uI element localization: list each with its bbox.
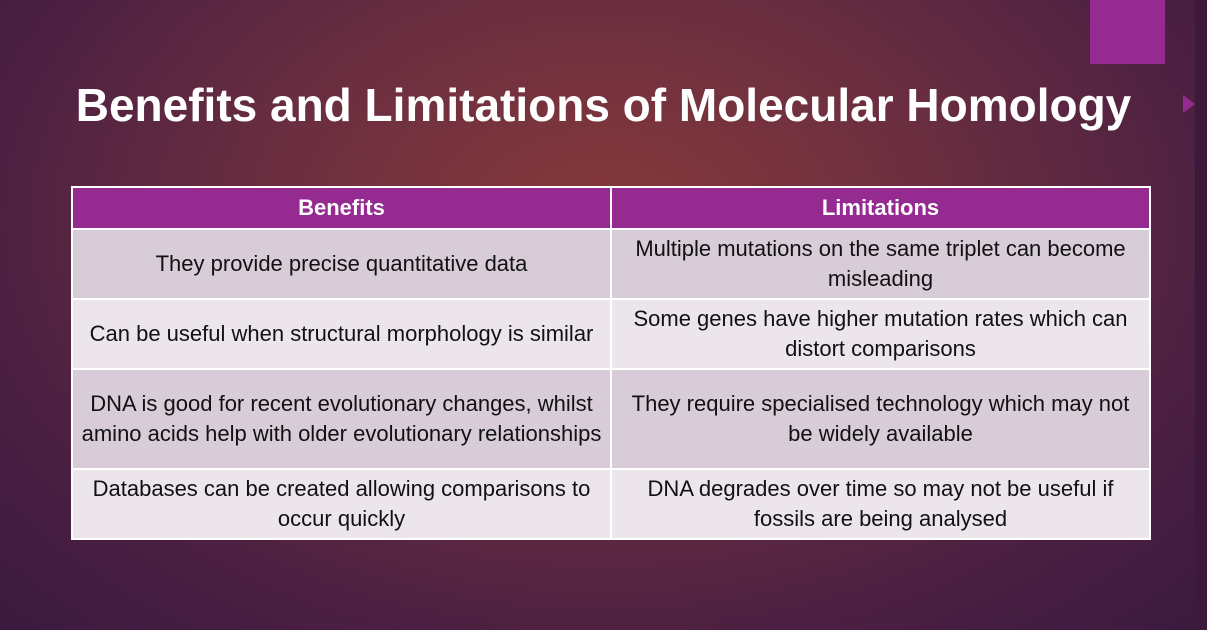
cell: They provide precise quantitative data	[71, 228, 612, 300]
header-row: Benefits Limitations	[71, 186, 1151, 230]
side-bar	[1195, 0, 1207, 630]
cell: DNA is good for recent evolutionary chan…	[71, 368, 612, 470]
table: Benefits Limitations They provide precise…	[71, 186, 1151, 540]
cell: Multiple mutations on the same triplet c…	[610, 228, 1151, 300]
row: DNA is good for recent evolutionary chan…	[71, 368, 1151, 470]
accent-square	[1090, 0, 1165, 64]
row: They provide precise quantitative data Mu…	[71, 228, 1151, 300]
title: Benefits and Limitations of Molecular Ho…	[75, 79, 1132, 131]
cell: DNA degrades over time so may not be use…	[610, 468, 1151, 540]
cell: Some genes have higher mutation rates wh…	[610, 298, 1151, 370]
cell: Can be useful when structural morphology…	[71, 298, 612, 370]
column-header: Limitations	[610, 186, 1151, 230]
row: Can be useful when structural morphology…	[71, 298, 1151, 370]
cell: Databases can be created allowing compar…	[71, 468, 612, 540]
cell: They require specialised technology whic…	[610, 368, 1151, 470]
arrow	[1183, 95, 1195, 113]
table-body: They provide precise quantitative data Mu…	[71, 228, 1151, 540]
row: Databases can be created allowing compar…	[71, 468, 1151, 540]
column-header: Benefits	[71, 186, 612, 230]
